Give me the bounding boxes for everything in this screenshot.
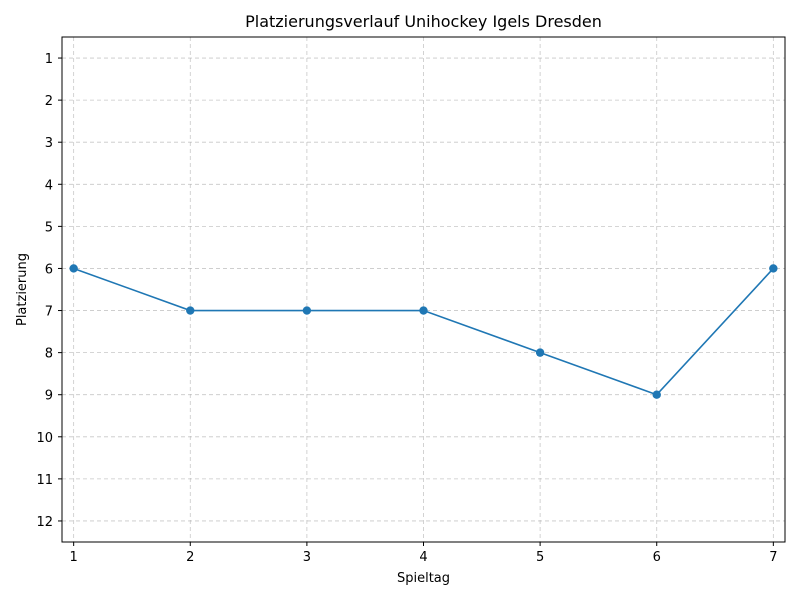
chart-title: Platzierungsverlauf Unihockey Igels Dres… (245, 12, 602, 31)
y-tick-label: 8 (45, 347, 53, 362)
data-point (302, 306, 312, 315)
y-tick-label: 5 (45, 220, 53, 235)
x-axis-ticks: 1 2 3 4 5 6 7 (70, 542, 777, 565)
y-tick-label: 7 (45, 305, 53, 320)
x-tick-label: 4 (419, 550, 427, 565)
x-tick-label: 2 (186, 550, 194, 565)
data-point (769, 264, 778, 273)
y-tick-label: 3 (45, 136, 53, 151)
x-tick-label: 3 (303, 550, 311, 565)
grid (62, 37, 785, 542)
y-tick-label: 1 (45, 52, 53, 67)
x-tick-label: 5 (536, 550, 544, 565)
series-layer (69, 264, 778, 399)
y-tick-label: 4 (45, 178, 53, 193)
y-tick-label: 6 (45, 262, 53, 277)
data-point (535, 348, 545, 357)
data-point (419, 306, 428, 315)
data-point (652, 390, 661, 399)
y-axis-label: Platzierung (15, 253, 30, 326)
y-tick-label: 9 (45, 389, 53, 404)
x-axis-label: Spieltag (397, 571, 450, 586)
x-tick-label: 1 (70, 550, 78, 565)
y-tick-label: 10 (36, 431, 53, 446)
data-point (186, 306, 195, 315)
x-tick-label: 6 (653, 550, 661, 565)
y-tick-label: 12 (36, 515, 53, 530)
data-point (69, 264, 78, 273)
x-tick-label: 7 (769, 550, 777, 565)
y-tick-label: 2 (45, 94, 53, 109)
y-tick-label: 11 (36, 473, 53, 488)
